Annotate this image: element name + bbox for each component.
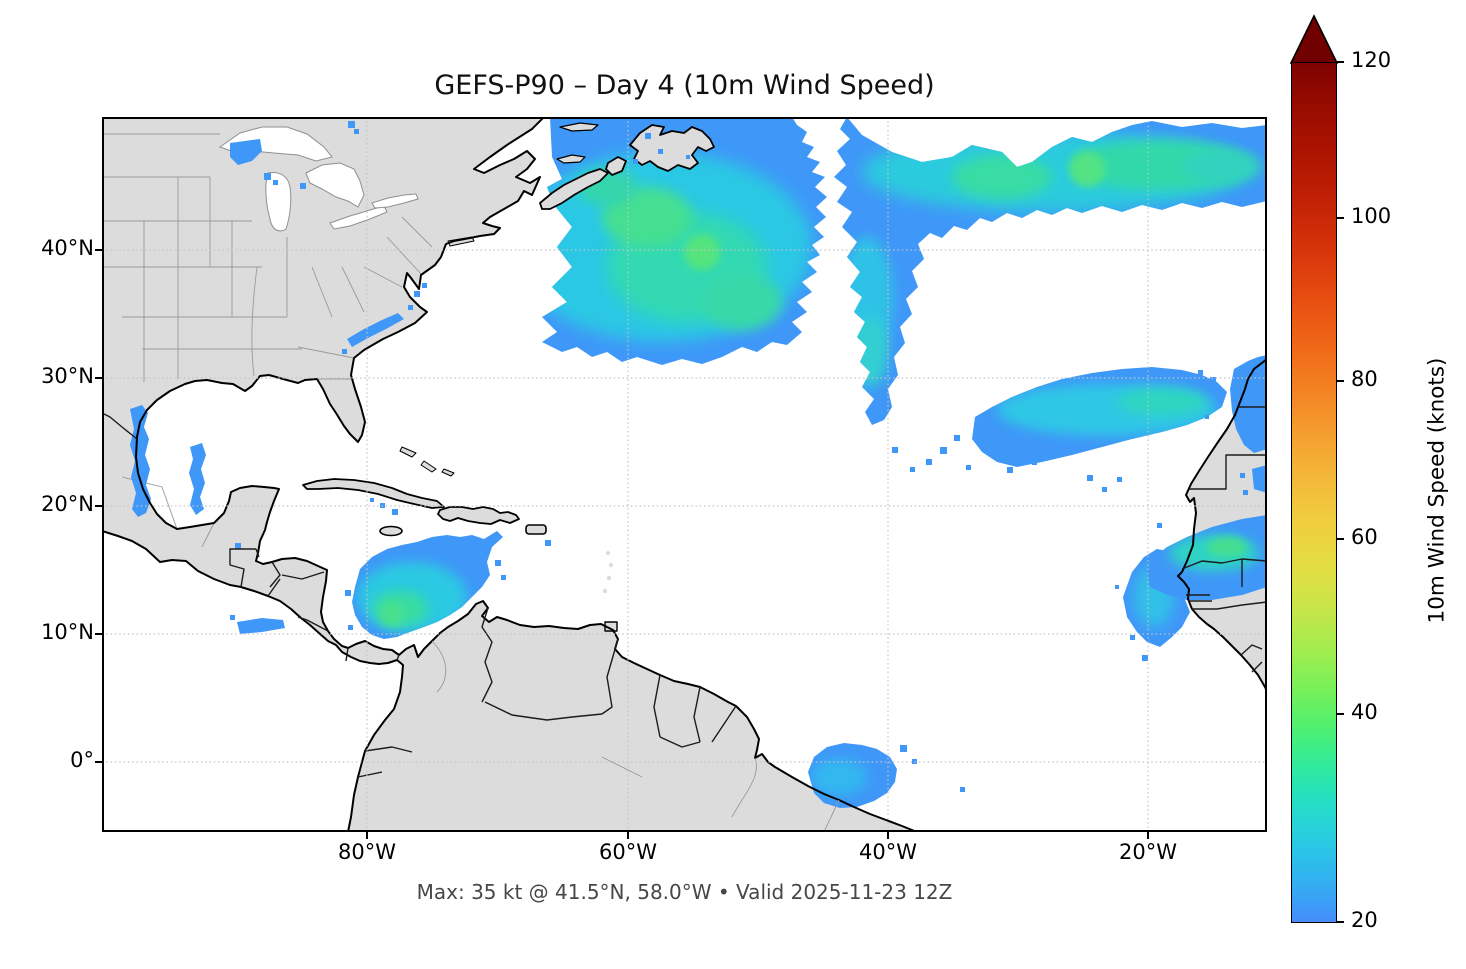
antilles-island bbox=[606, 575, 612, 581]
lake-michigan bbox=[265, 172, 292, 232]
y-tickmark bbox=[95, 761, 102, 763]
colorbar-tickmark bbox=[1337, 921, 1344, 923]
puerto-rico bbox=[526, 525, 546, 534]
bahamas-island bbox=[421, 461, 436, 472]
colorbar-axis-label: 10m Wind Speed (knots) bbox=[1424, 357, 1450, 624]
lake-ontario bbox=[371, 193, 419, 209]
y-tickmark bbox=[95, 377, 102, 379]
country-borders bbox=[102, 406, 1267, 778]
x-tickmark bbox=[1147, 832, 1149, 839]
y-tickmark bbox=[95, 505, 102, 507]
x-tick-label: 60°W bbox=[599, 840, 657, 864]
newfoundland-wind-dots bbox=[633, 133, 690, 164]
pixel-cells bbox=[230, 121, 1248, 792]
colorbar-tick-label: 80 bbox=[1351, 367, 1378, 391]
figure-caption: Max: 35 kt @ 41.5°N, 58.0°W • Valid 2025… bbox=[416, 880, 953, 904]
x-tick-label: 80°W bbox=[338, 840, 396, 864]
colorbar-tick-label: 20 bbox=[1351, 908, 1378, 932]
brazil-state-lines bbox=[431, 640, 840, 832]
colorbar-tickmark bbox=[1337, 713, 1344, 715]
x-tickmark bbox=[887, 832, 889, 839]
colorbar-tickmark bbox=[1337, 61, 1344, 63]
axes-frame bbox=[102, 117, 1267, 832]
colorbar-tick-label: 40 bbox=[1351, 700, 1378, 724]
figure-title: GEFS-P90 – Day 4 (10m Wind Speed) bbox=[434, 70, 935, 101]
colorbar-tick-label: 100 bbox=[1351, 204, 1392, 228]
colorbar-extend-arrow bbox=[1289, 14, 1339, 64]
colorbar-tickmark bbox=[1337, 217, 1344, 219]
bahamas-island bbox=[442, 469, 454, 476]
jamaica bbox=[380, 526, 402, 536]
lake-erie bbox=[329, 205, 388, 230]
y-tick-label: 20°N bbox=[41, 492, 94, 516]
x-tickmark bbox=[366, 832, 368, 839]
antilles-island bbox=[608, 562, 614, 568]
y-tick-label: 0° bbox=[70, 748, 94, 772]
antilles-island bbox=[602, 588, 608, 594]
coastlines bbox=[102, 117, 1267, 832]
y-tickmark bbox=[95, 633, 102, 635]
gridlines bbox=[102, 117, 1267, 832]
colorbar-tick-label: 120 bbox=[1351, 48, 1392, 72]
y-tick-label: 10°N bbox=[41, 620, 94, 644]
great-lakes bbox=[218, 126, 419, 232]
x-tickmark bbox=[627, 832, 629, 839]
antilles-island bbox=[605, 550, 611, 556]
colorbar-tick-label: 60 bbox=[1351, 525, 1378, 549]
x-tick-label: 20°W bbox=[1119, 840, 1177, 864]
state-borders bbox=[102, 133, 433, 548]
lake-huron bbox=[305, 162, 365, 208]
trinidad bbox=[605, 622, 617, 631]
colorbar-tickmark bbox=[1337, 538, 1344, 540]
x-tick-label: 40°W bbox=[859, 840, 917, 864]
bahamas-island bbox=[400, 447, 416, 457]
y-tick-label: 30°N bbox=[41, 364, 94, 388]
colorbar bbox=[1291, 62, 1337, 923]
y-tickmark bbox=[95, 249, 102, 251]
y-tick-label: 40°N bbox=[41, 236, 94, 260]
colorbar-tickmark bbox=[1337, 380, 1344, 382]
map-plot-area bbox=[102, 117, 1267, 832]
